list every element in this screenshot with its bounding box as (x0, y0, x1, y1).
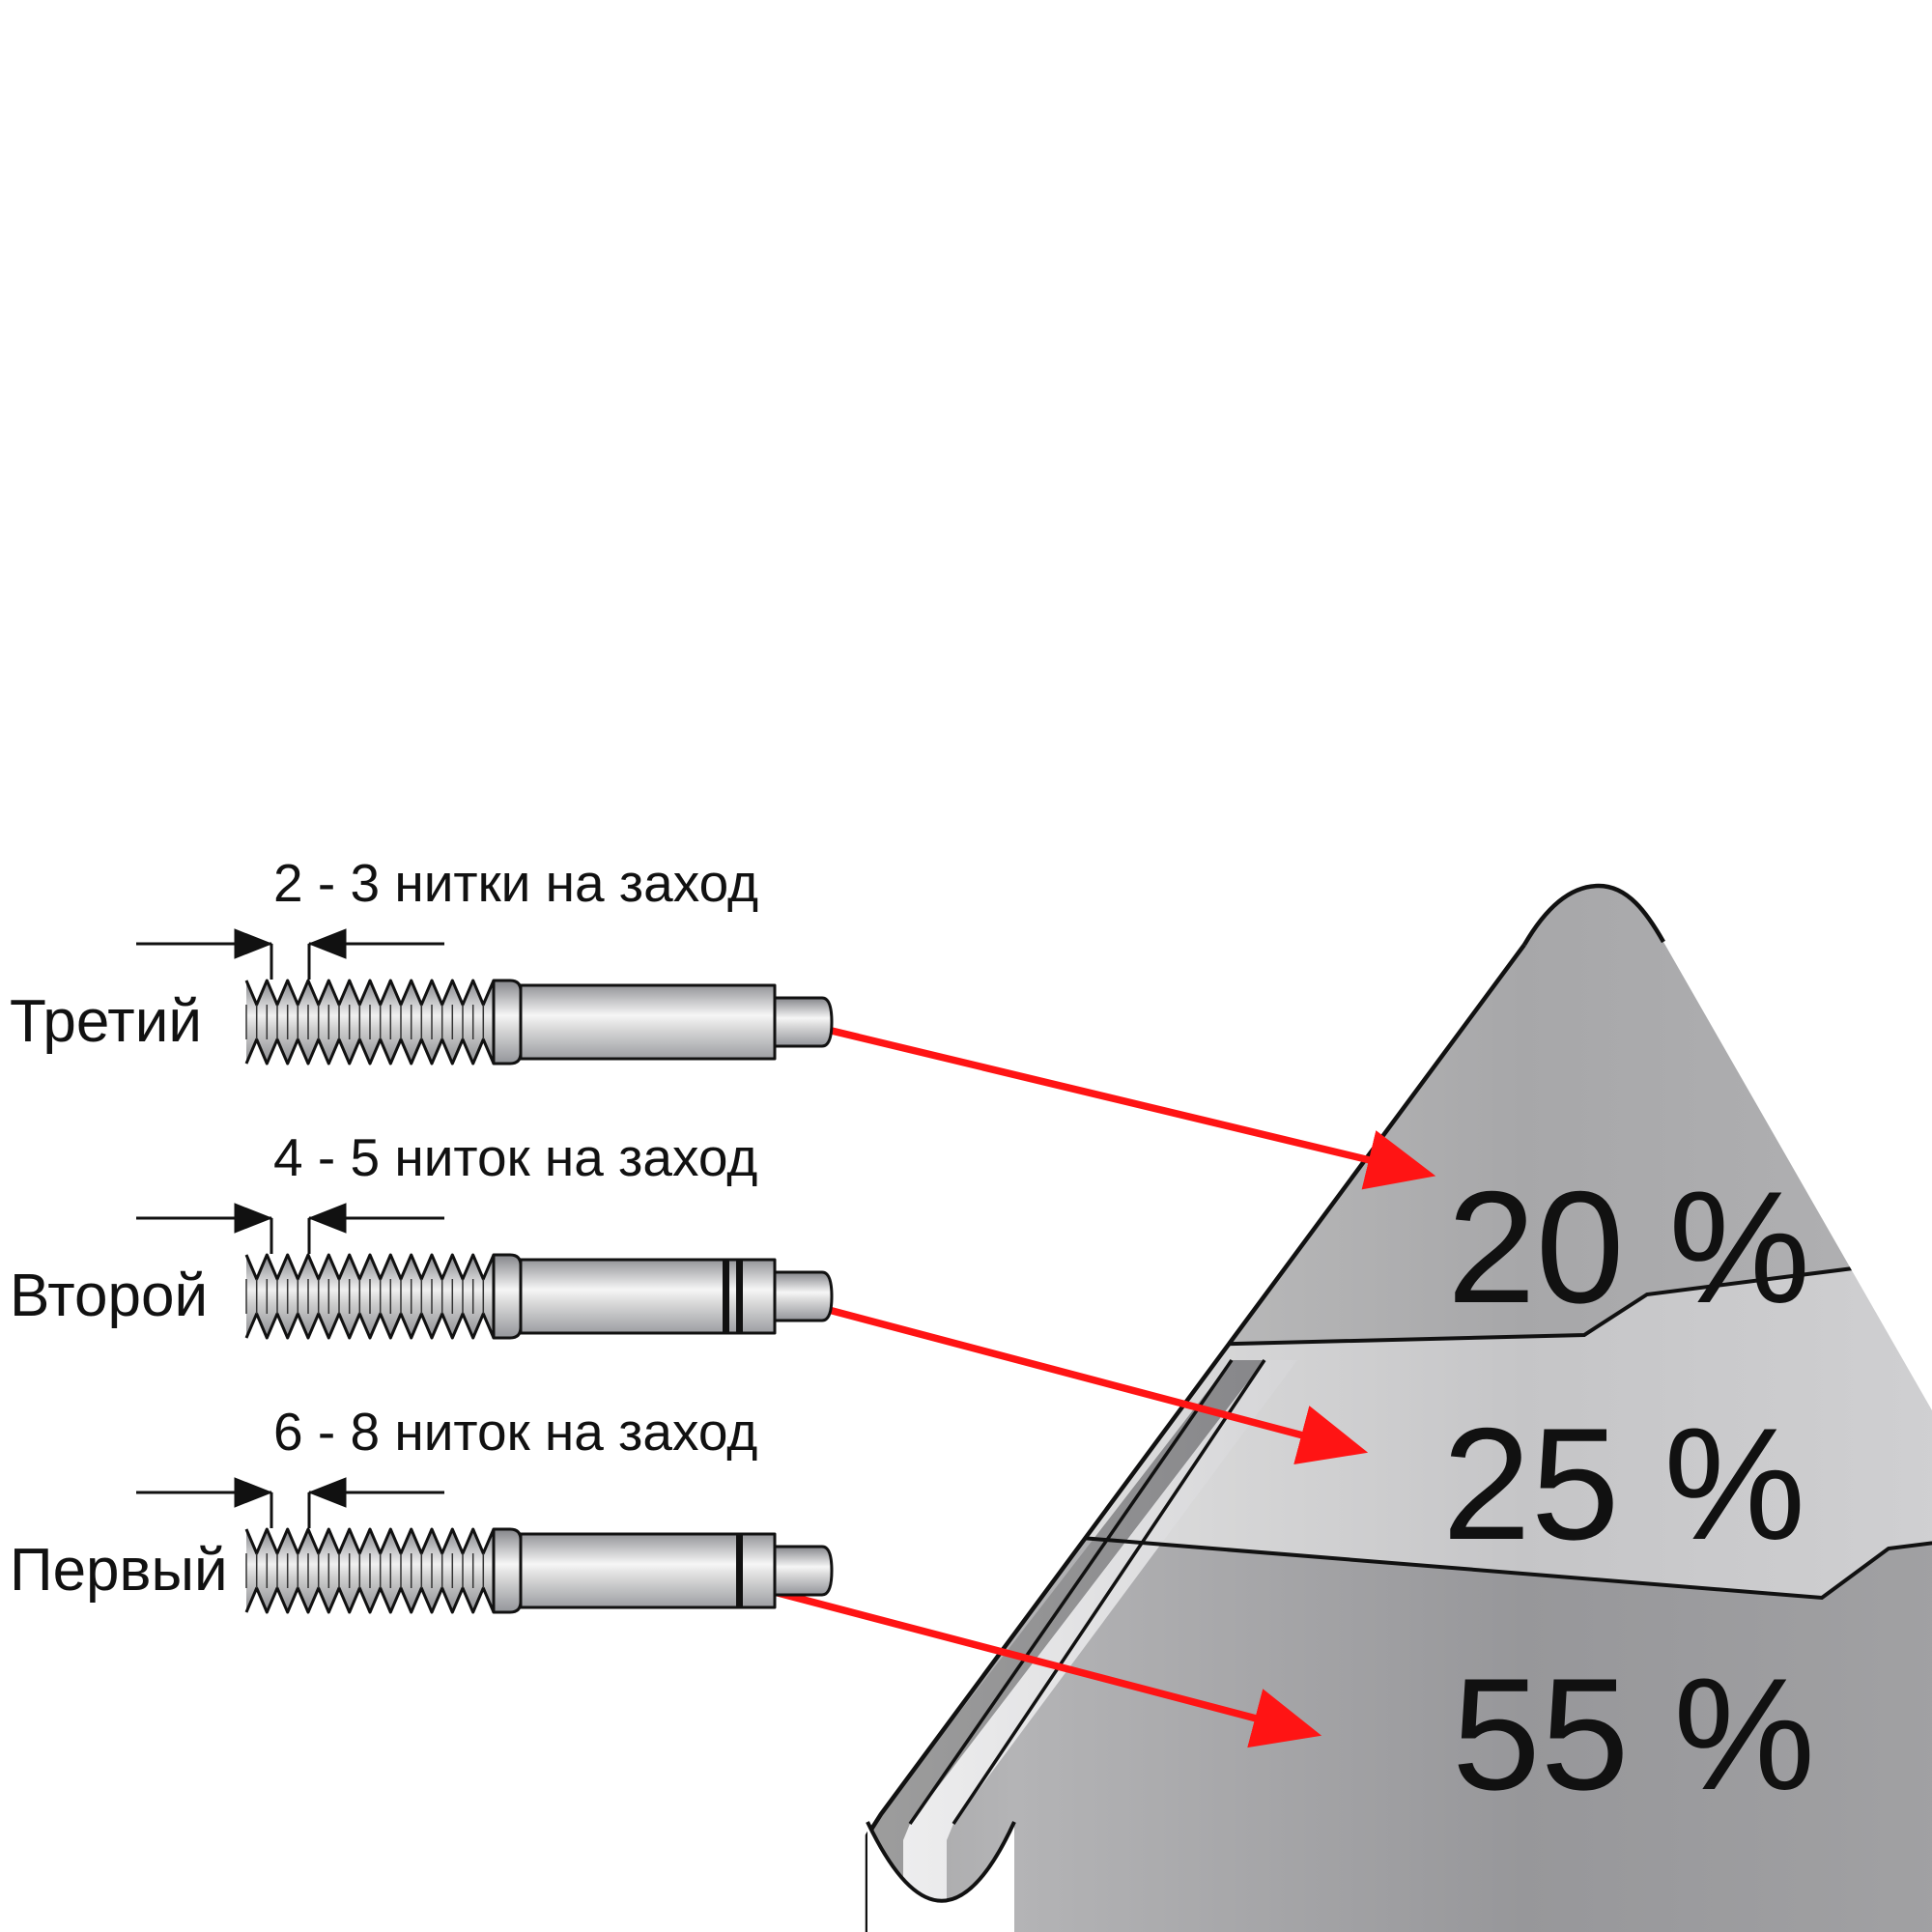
svg-text:Первый: Первый (10, 1537, 228, 1604)
svg-text:Второй: Второй (10, 1263, 208, 1329)
svg-text:2 - 3 нитки на заход: 2 - 3 нитки на заход (273, 853, 758, 913)
svg-text:4 - 5 ниток на заход: 4 - 5 ниток на заход (273, 1127, 757, 1187)
svg-text:55 %: 55 % (1452, 1645, 1815, 1823)
svg-text:20 %: 20 % (1447, 1158, 1810, 1336)
svg-text:25 %: 25 % (1442, 1395, 1805, 1573)
svg-text:Третий: Третий (10, 988, 202, 1055)
svg-text:6 - 8 ниток на заход: 6 - 8 ниток на заход (273, 1402, 757, 1462)
